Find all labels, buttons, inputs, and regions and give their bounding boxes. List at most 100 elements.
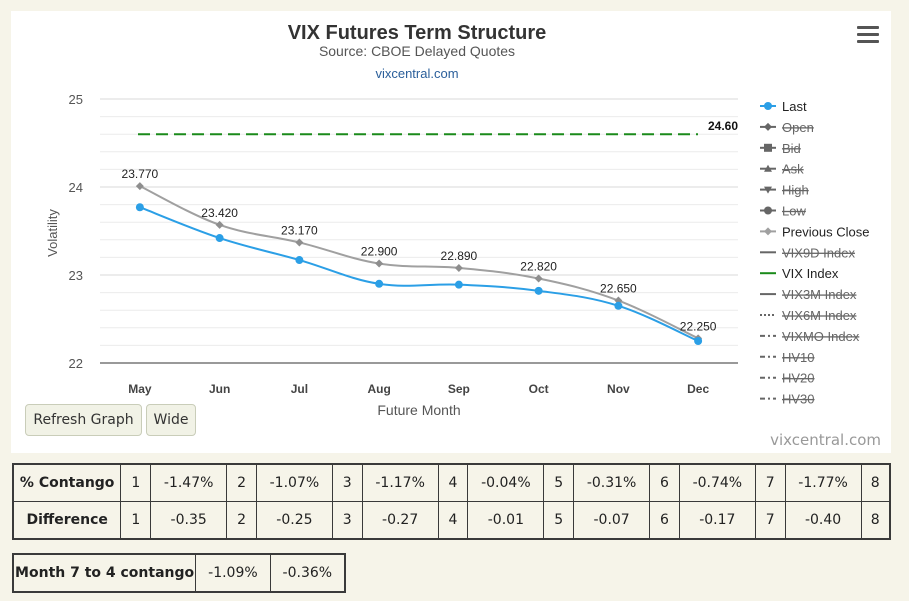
vix-term-structure-chart: VIX Futures Term Structure Source: CBOE … [45,22,869,418]
legend-label: Bid [782,141,801,156]
month-number-cell: 4 [437,463,469,502]
previous-close-point [295,238,304,247]
data-label: 23.420 [201,206,238,220]
legend-item[interactable]: VIX6M Index [760,308,857,323]
legend-item[interactable]: Bid [760,141,801,156]
value-cell: -1.77% [784,463,862,502]
month-number-cell: 7 [754,463,786,502]
x-tick-label: Aug [367,382,390,396]
legend-label: Open [782,120,814,135]
legend-marker [764,164,772,172]
legend-item[interactable]: VIX Index [760,266,839,281]
month-number-cell: 5 [543,501,575,540]
legend-label: VIX3M Index [782,287,857,302]
legend-label: VIX9D Index [782,245,855,260]
value-cell: -0.40 [784,501,862,540]
month74-label: Month 7 to 4 contango [12,553,197,593]
month74-percent: -1.09% [195,553,271,593]
previous-close-point [135,182,144,191]
value-cell: -0.04% [467,463,545,502]
legend-item[interactable]: Low [760,204,806,219]
y-tick-label: 22 [69,356,83,371]
month-7-to-4-table: Month 7 to 4 contango -1.09% -0.36% [12,553,346,593]
legend-item[interactable]: VIXMO Index [760,329,860,344]
month-number-cell: 6 [649,463,680,502]
month-number-cell: 4 [437,501,469,540]
legend-item[interactable]: Last [760,99,807,114]
value-cell: -0.27 [361,501,439,540]
legend-label: Low [782,204,806,219]
legend-label: HV10 [782,350,815,365]
legend-item[interactable]: Previous Close [760,224,869,239]
last-point [694,337,703,345]
month-number-cell: 1 [120,463,152,502]
legend-label: High [782,183,809,198]
legend-marker [764,227,772,236]
month-number-cell: 3 [331,501,363,540]
legend-marker [764,143,772,152]
legend-item[interactable]: VIX3M Index [760,287,857,302]
x-tick-label: Nov [607,382,630,396]
legend-item[interactable]: HV30 [760,392,815,407]
x-tick-label: Jul [291,382,308,396]
chart-menu-icon[interactable] [857,26,879,44]
month-number-cell: 5 [543,463,575,502]
previous-close-point [375,259,384,268]
last-point [375,279,384,288]
legend-item[interactable]: Open [760,120,814,135]
x-axis-title: Future Month [377,402,460,418]
x-tick-label: Sep [448,382,470,396]
legend-marker [764,102,772,110]
legend-item[interactable]: High [760,183,809,198]
grid-lines [100,98,738,364]
last-point [534,286,543,295]
table-row: Month 7 to 4 contango -1.09% -0.36% [12,553,346,593]
data-label: 22.900 [361,245,398,259]
legend-marker [764,186,772,194]
wide-button[interactable]: Wide [146,404,196,436]
table-row: Difference 1 -0.35 2 -0.25 3 -0.27 4 -0.01 5 -0.07… [12,501,891,540]
legend-label: VIXMO Index [782,329,860,344]
value-cell: -0.25 [255,501,333,540]
last-line [139,206,699,342]
month74-diff: -0.36% [269,553,346,593]
legend-item[interactable]: HV10 [760,350,815,365]
last-point [454,280,463,289]
chart-link[interactable]: vixcentral.com [375,66,458,81]
legend-item[interactable]: VIX9D Index [760,245,855,260]
previous-close-point [454,263,463,272]
plot-series: 24.60 23.770 23.420 23.170 22.900 22.890 22.82… [122,119,738,345]
legend-label: HV30 [782,392,815,407]
legend-item[interactable]: Ask [760,162,804,177]
chart-credit[interactable]: vixcentral.com [770,431,881,449]
x-tick-label: May [128,382,152,396]
y-tick-label: 25 [69,92,83,107]
contango-table: % Contango 1 -1.47% 2 -1.07% 3 -1.17% 4 -0.04% 5-… [12,463,891,540]
x-axis: May Jun Jul Aug Sep Oct Nov Dec [128,382,709,396]
month-number-cell: 6 [649,501,680,540]
last-point [295,256,304,265]
refresh-graph-button[interactable]: Refresh Graph [25,404,142,436]
vix-index-label: 24.60 [708,119,738,133]
last-point [135,203,144,212]
previous-close-point [215,220,224,229]
last-point [614,301,623,310]
month-number-cell: 7 [754,501,786,540]
month-number-cell: 8 [860,501,891,540]
legend-label: VIX6M Index [782,308,857,323]
legend: Last Open Bid Ask High Low Previous Close VIX9D… [760,99,869,407]
data-label: 23.170 [281,223,318,237]
month-number-cell: 2 [226,501,257,540]
row-label: Difference [12,501,122,540]
y-tick-label: 23 [69,268,83,283]
value-cell: -1.17% [361,463,439,502]
row-label: % Contango [12,463,122,502]
y-tick-label: 24 [69,180,83,195]
month-number-cell: 2 [226,463,257,502]
legend-item[interactable]: HV20 [760,371,815,386]
legend-label: HV20 [782,371,815,386]
y-axis-title: Volatility [45,209,60,257]
value-cell: -0.74% [678,463,756,502]
value-cell: -0.07 [573,501,651,540]
previous-close-point [534,274,543,283]
